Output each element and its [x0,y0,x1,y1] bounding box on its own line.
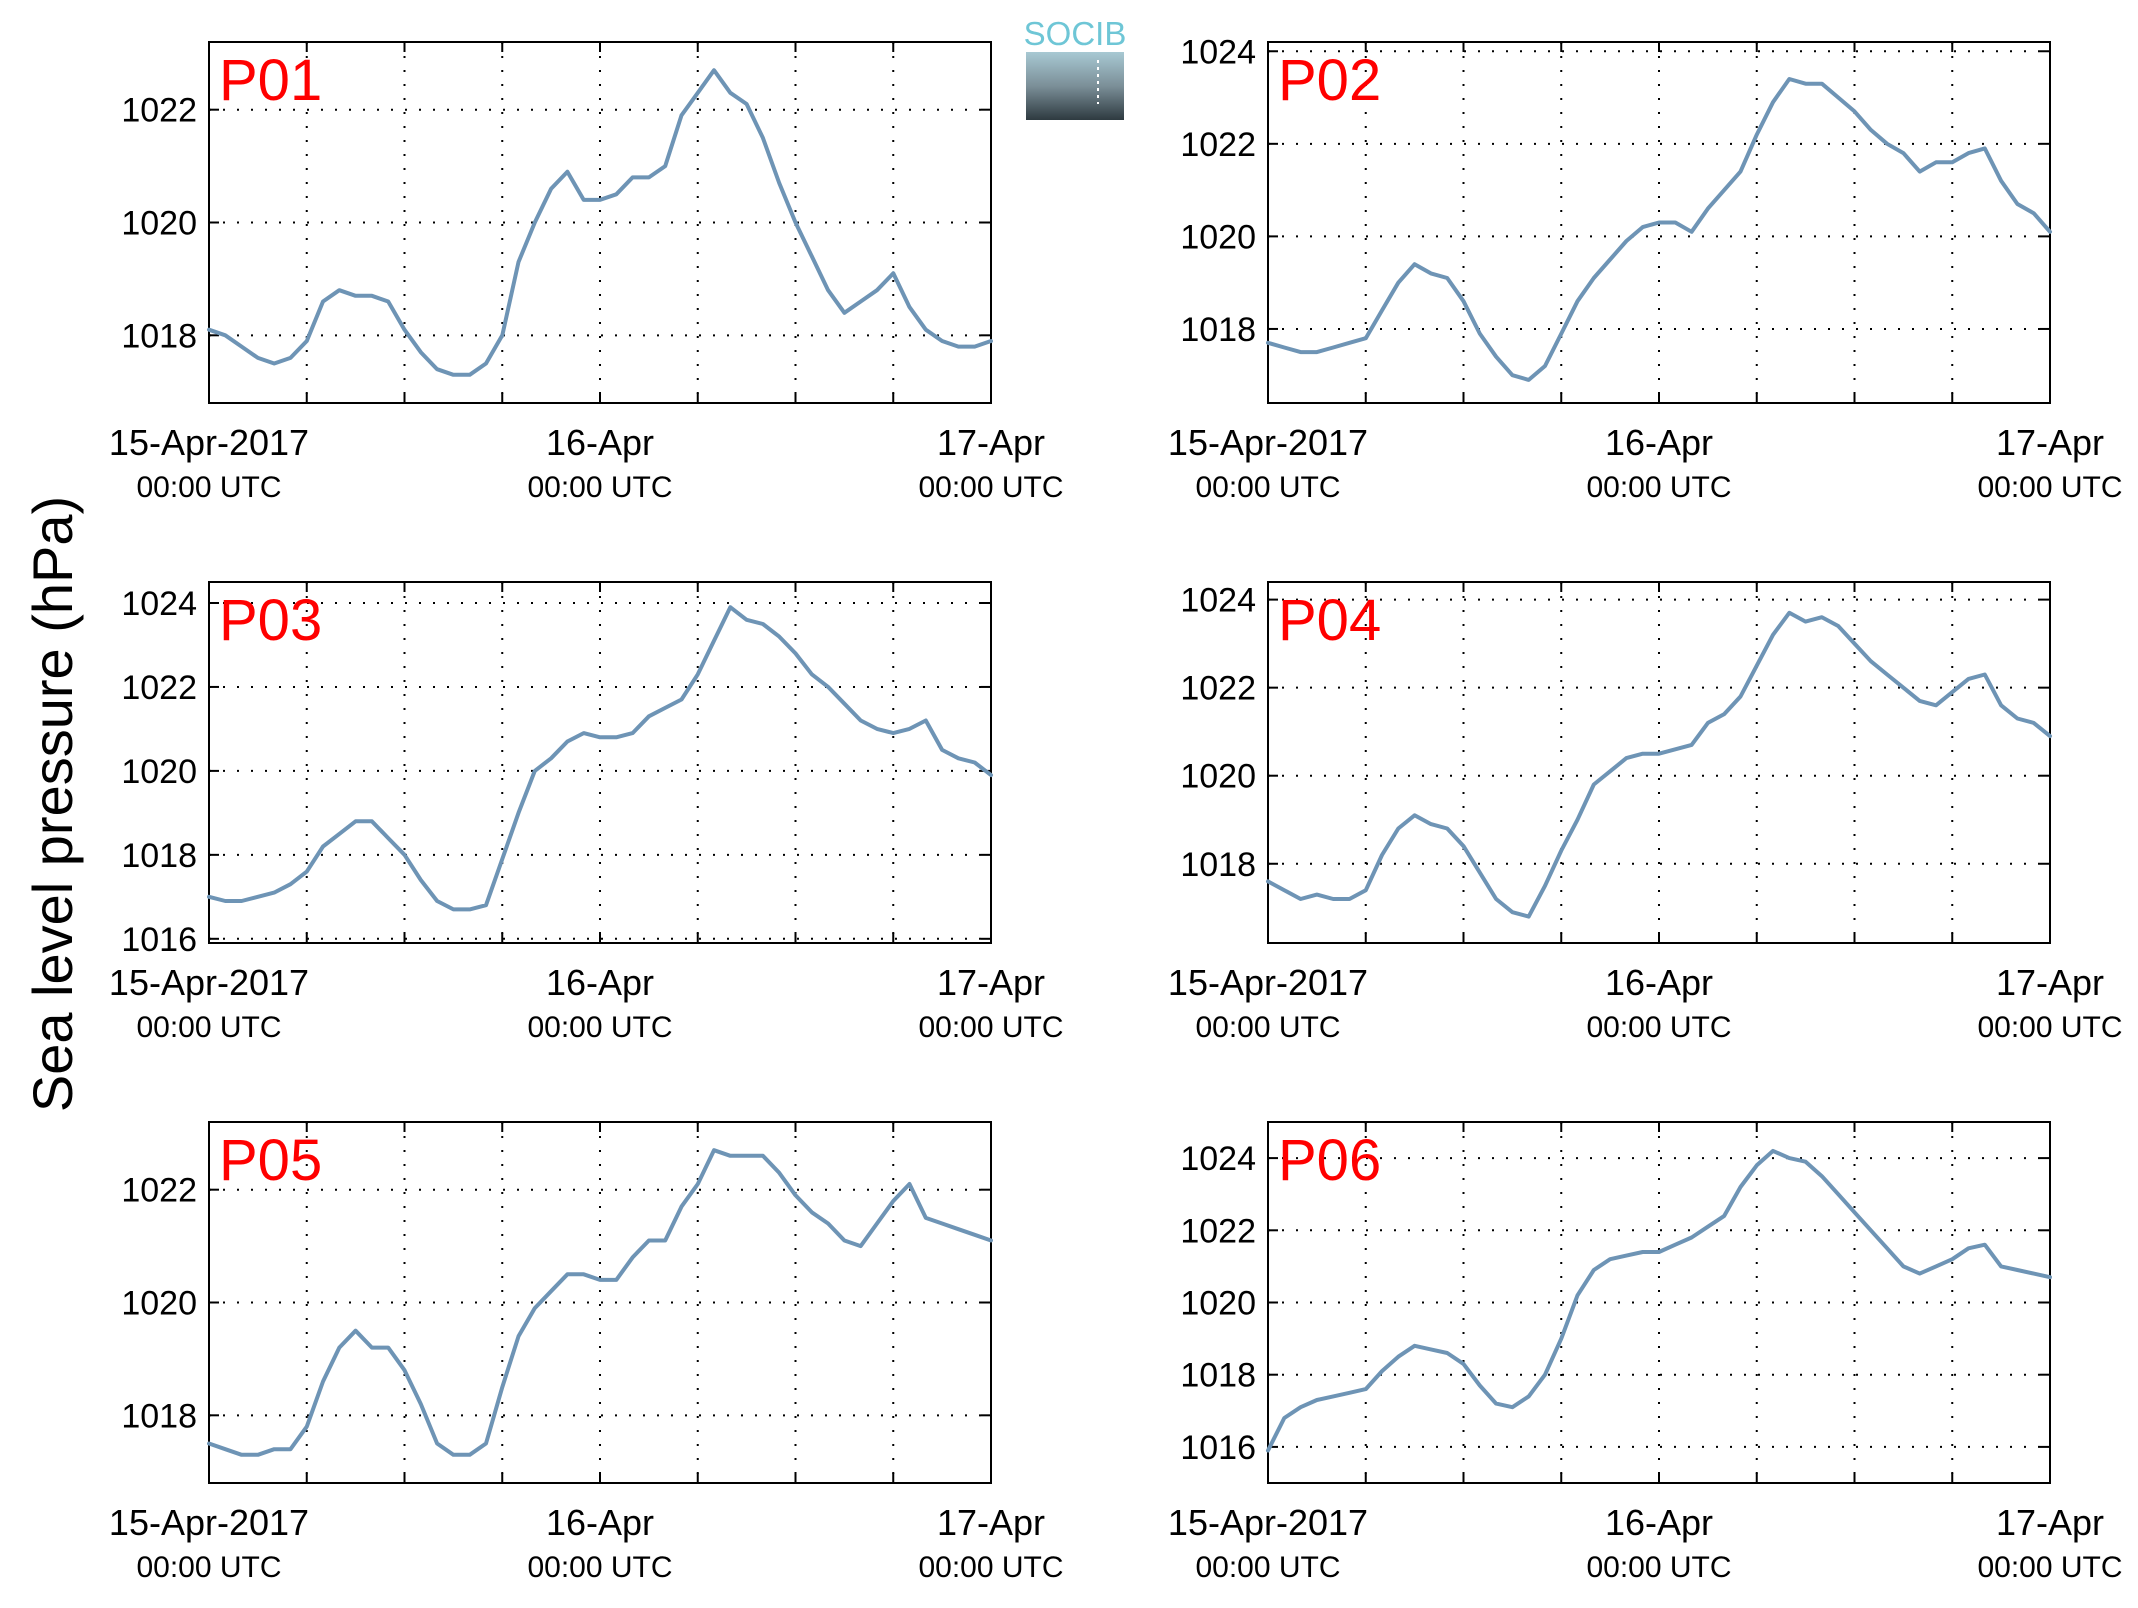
panel-label: P03 [219,588,322,653]
plot-frame [1267,41,2051,404]
socib-logo: SOCIB [1024,15,1127,120]
panel-label: P02 [1278,48,1381,113]
y-tick-label: 1018 [121,837,197,875]
pressure-series-line [1266,610,2052,919]
y-tick-label: 1018 [1180,1357,1256,1395]
x-tick-time-label: 00:00 UTC [1586,1011,1731,1044]
panel-p02: 1018 1020 1022 1024 P02 15-Apr-2017 00:00 UTC 1… [1168,33,2123,504]
x-tick-date-label: 15-Apr-2017 [109,962,309,1003]
x-tick-date-label: 17-Apr [937,422,1045,463]
y-tick-label: 1020 [1180,218,1256,256]
y-tick-label: 1018 [121,1397,197,1435]
x-tick-date-label: 15-Apr-2017 [1168,962,1368,1003]
pressure-series-line [1266,1148,2052,1453]
x-tick-time-label: 00:00 UTC [136,471,281,504]
y-tick-label: 1020 [1180,1285,1256,1323]
x-tick-time-label: 00:00 UTC [1977,1551,2122,1584]
y-tick-label: 1016 [1180,1429,1256,1467]
x-tick-date-label: 15-Apr-2017 [109,1502,309,1543]
x-tick-time-label: 00:00 UTC [1195,1551,1340,1584]
panels-container: 1018 1020 1022 P01 15-Apr-2017 00:00 UTC 16-Ap… [109,33,2123,1584]
y-tick-label: 1016 [121,921,197,959]
plot-frame [1267,1121,2051,1484]
pressure-series-line [207,1148,993,1457]
x-tick-time-label: 00:00 UTC [918,1011,1063,1044]
panel-label: P01 [219,48,322,113]
x-tick-time-label: 00:00 UTC [1977,1011,2122,1044]
plot-frame [208,41,992,404]
pressure-series-line [207,605,993,912]
x-tick-time-label: 00:00 UTC [1195,1011,1340,1044]
panel-p05: 1018 1020 1022 P05 15-Apr-2017 00:00 UTC 16-Ap… [109,1121,1064,1584]
x-tick-date-label: 17-Apr [1996,422,2104,463]
logo-text: SOCIB [1024,15,1127,52]
x-tick-time-label: 00:00 UTC [136,1011,281,1044]
x-tick-date-label: 16-Apr [546,422,654,463]
y-tick-label: 1024 [1180,1140,1256,1178]
x-tick-date-label: 16-Apr [1605,422,1713,463]
y-tick-label: 1022 [1180,670,1256,708]
panel-p01: 1018 1020 1022 P01 15-Apr-2017 00:00 UTC 16-Ap… [109,41,1064,504]
pressure-series-line [207,68,993,377]
y-tick-label: 1024 [1180,582,1256,620]
x-tick-time-label: 00:00 UTC [1586,471,1731,504]
plot-frame [1267,581,2051,944]
x-tick-date-label: 16-Apr [546,962,654,1003]
y-tick-label: 1022 [121,92,197,130]
x-tick-time-label: 00:00 UTC [918,471,1063,504]
y-tick-label: 1020 [1180,758,1256,796]
x-tick-date-label: 15-Apr-2017 [1168,422,1368,463]
y-tick-label: 1018 [1180,846,1256,884]
plot-frame [208,581,992,944]
panel-p06: 1016 1018 1020 1022 1024 P06 15-Apr-2017 00:00 … [1168,1121,2123,1584]
x-tick-date-label: 16-Apr [1605,962,1713,1003]
x-tick-time-label: 00:00 UTC [527,1011,672,1044]
x-tick-time-label: 00:00 UTC [918,1551,1063,1584]
x-tick-date-label: 17-Apr [1996,962,2104,1003]
plot-frame [208,1121,992,1484]
x-tick-date-label: 15-Apr-2017 [109,422,309,463]
y-tick-label: 1020 [121,753,197,791]
x-tick-date-label: 16-Apr [1605,1502,1713,1543]
y-tick-label: 1022 [1180,126,1256,164]
panel-label: P05 [219,1128,322,1193]
y-tick-label: 1024 [1180,33,1256,71]
x-tick-date-label: 15-Apr-2017 [1168,1502,1368,1543]
pressure-series-line [1266,77,2052,382]
y-tick-label: 1022 [121,669,197,707]
y-tick-label: 1022 [121,1172,197,1210]
x-tick-time-label: 00:00 UTC [1586,1551,1731,1584]
x-tick-time-label: 00:00 UTC [1977,471,2122,504]
panel-label: P06 [1278,1128,1381,1193]
y-axis-title: Sea level pressure (hPa) [21,496,84,1112]
y-tick-label: 1024 [121,585,197,623]
x-tick-date-label: 16-Apr [546,1502,654,1543]
y-tick-label: 1022 [1180,1212,1256,1250]
y-tick-label: 1020 [121,1285,197,1323]
y-tick-label: 1018 [1180,311,1256,349]
y-tick-label: 1020 [121,205,197,243]
panel-p04: 1018 1020 1022 1024 P04 15-Apr-2017 00:00 UTC 1… [1168,581,2123,1044]
x-tick-date-label: 17-Apr [937,1502,1045,1543]
x-tick-date-label: 17-Apr [937,962,1045,1003]
x-tick-time-label: 00:00 UTC [527,471,672,504]
x-tick-time-label: 00:00 UTC [1195,471,1340,504]
y-tick-label: 1018 [121,317,197,355]
x-tick-date-label: 17-Apr [1996,1502,2104,1543]
panel-label: P04 [1278,588,1381,653]
x-tick-time-label: 00:00 UTC [136,1551,281,1584]
x-tick-time-label: 00:00 UTC [527,1551,672,1584]
panel-p03: 1016 1018 1020 1022 1024 P03 15-Apr-2017 00:00 … [109,581,1064,1044]
